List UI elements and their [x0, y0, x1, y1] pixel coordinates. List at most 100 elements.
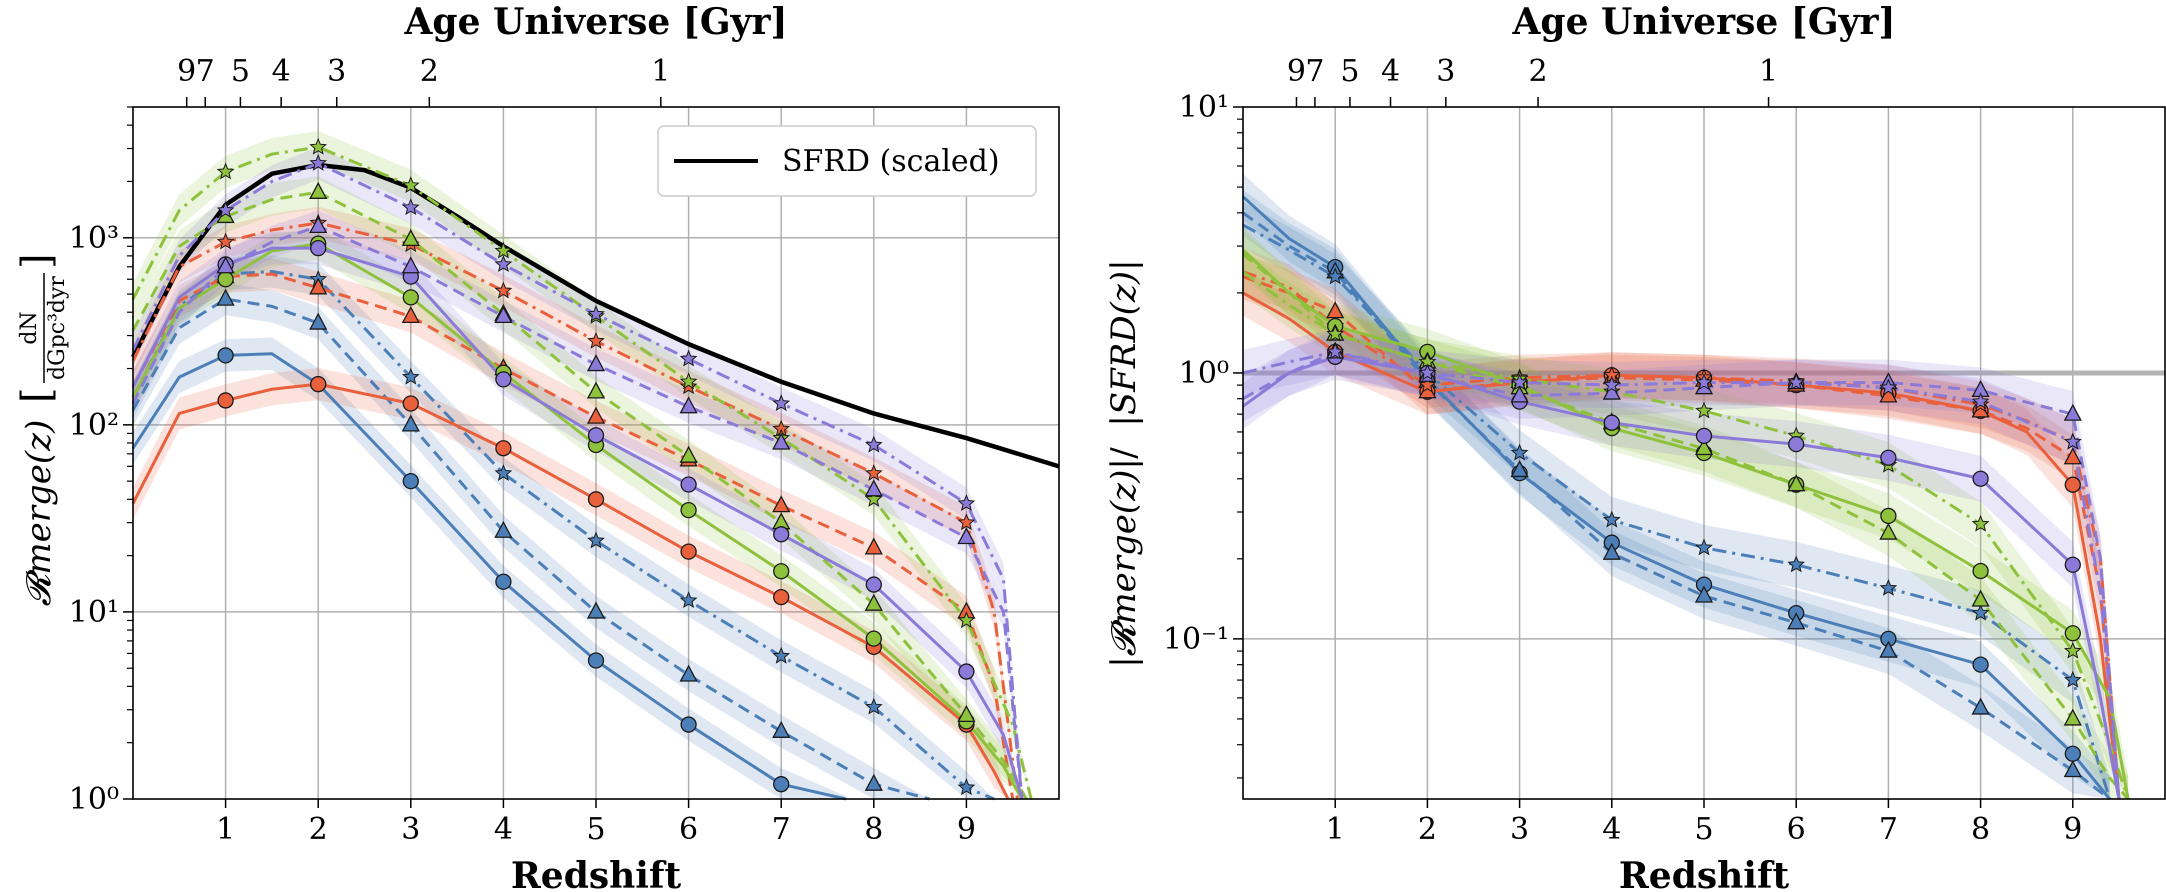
orange-triangle-band: [1243, 253, 2119, 800]
green-triangle-line: [131, 190, 1028, 800]
blue-triangle-band: [1243, 189, 2110, 799]
blue-triangle-marker: [772, 720, 791, 738]
top-tick-label: 7: [1305, 54, 1324, 89]
right-ylabel-separator: /: [1104, 447, 1144, 459]
blue-star-marker: [1971, 603, 1990, 621]
x-tick-label: 8: [864, 812, 883, 847]
purple-triangle-marker: [586, 354, 606, 372]
green-star-marker: [957, 611, 976, 629]
left-top-axis-title: Age Universe [Gyr]: [404, 1, 788, 43]
purple-triangle-marker: [679, 396, 698, 414]
orange-circle-marker: [2064, 476, 2081, 493]
left-ylabel-bracket-close: ]: [14, 253, 60, 269]
blue-triangle-marker: [864, 773, 883, 791]
blue-circle-marker: [495, 573, 512, 590]
orange-triangle-marker: [864, 537, 883, 555]
x-tick-label: 5: [586, 812, 605, 847]
blue-triangle-marker: [679, 664, 698, 682]
blue-star-marker: [1326, 267, 1345, 285]
green-triangle-marker: [309, 181, 328, 199]
green-triangle-marker: [1694, 438, 1714, 456]
blue-circle-marker: [402, 473, 419, 490]
top-tick-label: 1: [1759, 54, 1778, 89]
orange-star-marker: [957, 513, 976, 531]
top-tick-label: 9: [177, 54, 196, 89]
orange-circle-marker: [587, 491, 605, 508]
blue-star-marker: [2063, 670, 2082, 688]
green-triangle-marker: [1787, 474, 1806, 492]
x-tick-label: 9: [957, 812, 976, 847]
purple-star-line: [131, 161, 1024, 800]
blue-triangle-marker: [494, 520, 513, 538]
green-triangle-marker: [2063, 708, 2082, 726]
x-tick-label: 4: [1602, 812, 1621, 847]
y-tick-label: 10⁻¹: [1163, 622, 1229, 657]
x-tick-label: 2: [309, 812, 328, 847]
green-star-marker: [1971, 514, 1990, 532]
green-star-marker: [1326, 324, 1345, 342]
purple-triangle-marker: [2063, 403, 2082, 421]
orange-triangle-marker: [309, 277, 328, 295]
sfrd-scaled-line: [130, 162, 1060, 469]
purple-triangle-marker: [309, 216, 328, 234]
left-series-markers: [216, 137, 976, 796]
green-star-marker: [1695, 401, 1713, 419]
blue-star-marker: [1879, 578, 1898, 596]
blue-star-marker: [1510, 443, 1529, 461]
left-ylabel-main: 𝓡merge(z): [19, 420, 59, 607]
blue-triangle-marker: [1694, 585, 1714, 603]
blue-star-marker: [957, 778, 976, 796]
purple-triangle-band: [1243, 328, 2119, 799]
orange-circle-band: [1243, 269, 2119, 800]
blue-triangle-marker: [216, 288, 235, 306]
orange-circle-marker: [217, 392, 234, 409]
blue-circle-marker: [587, 652, 605, 669]
purple-star-marker: [494, 255, 513, 272]
x-tick-label: 9: [2063, 812, 2082, 847]
top-tick-label: 4: [272, 54, 291, 89]
green-circle-marker: [680, 501, 697, 519]
x-tick-label: 3: [1510, 812, 1529, 847]
purple-star-marker: [679, 349, 698, 367]
top-tick-label: 7: [196, 54, 215, 89]
left-ylabel-unit-num: dN: [17, 311, 42, 344]
purple-star-marker: [216, 201, 235, 218]
purple-circle-marker: [310, 239, 327, 257]
x-tick-label: 4: [494, 812, 513, 847]
x-tick-label: 5: [1694, 812, 1713, 847]
orange-star-marker: [864, 464, 883, 481]
left-x-ticks: 1 2 3 4 5 6 7 8 9: [216, 799, 976, 847]
blue-star-band: [133, 255, 995, 800]
right-x-ticks: 1 2 3 4 5 6 7 8 9: [1326, 799, 2082, 847]
top-tick-label: 5: [1340, 54, 1359, 89]
y-tick-label: 10¹: [1179, 90, 1229, 125]
orange-triangle-marker: [586, 406, 606, 424]
purple-star-marker: [1695, 373, 1713, 391]
green-star-line: [131, 145, 1033, 800]
top-tick-label: 2: [1528, 54, 1547, 89]
blue-star-line: [1242, 223, 2112, 800]
purple-star-marker: [957, 494, 976, 511]
top-tick-label: 5: [231, 54, 250, 89]
left-y-axis-title: 𝓡merge(z) [ dN dGpc³dyr ]: [14, 253, 70, 606]
legend: SFRD (scaled): [657, 125, 1037, 197]
green-star-marker: [494, 241, 513, 259]
green-triangle-marker: [586, 381, 606, 399]
blue-triangle-band: [133, 282, 930, 799]
purple-circle-band: [1243, 333, 2119, 799]
purple-circle-marker: [1603, 414, 1620, 431]
purple-star-marker: [1602, 375, 1621, 393]
purple-star-marker: [864, 435, 883, 453]
purple-triangle-marker: [494, 305, 513, 324]
right-ylabel-right: |SFRD(z)|: [1104, 259, 1144, 426]
green-circle-marker: [402, 289, 419, 306]
purple-triangle-marker: [957, 527, 976, 545]
blue-circle-marker: [2064, 745, 2081, 762]
green-triangle-marker: [864, 593, 883, 611]
green-star-marker: [401, 176, 420, 194]
purple-triangle-marker: [772, 432, 791, 450]
green-circle-marker: [2064, 625, 2081, 642]
blue-star-marker: [864, 697, 883, 715]
